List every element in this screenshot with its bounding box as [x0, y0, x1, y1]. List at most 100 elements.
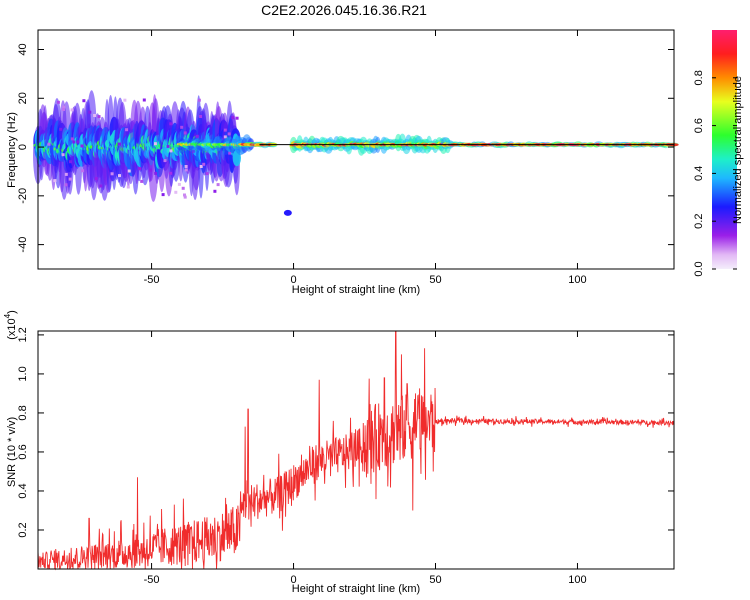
x-tick-label: 50 [429, 574, 441, 586]
heatmap-cell [205, 172, 209, 176]
colorbar: 0.0 0.2 0.4 0.6 0.8 Normalized spectral ampl… [693, 30, 744, 277]
heatmap-cell [88, 110, 92, 114]
heatmap-cell [197, 98, 201, 102]
heatmap-cell [235, 116, 239, 120]
heatmap-cell [184, 168, 188, 172]
snr-ylabel: SNR (10 * v/v) [6, 417, 18, 487]
heatmap-cell [154, 171, 158, 175]
colorbar-tick-label: 0.0 [693, 261, 705, 276]
spectrogram-frame [37, 29, 675, 270]
heatmap-cell [62, 105, 66, 109]
snr-ticks: -50 0 50 100 0.2 0.4 0.6 0.8 1.0 1.2 [17, 327, 674, 586]
y-tick-label: 0.4 [17, 483, 29, 498]
heatmap-cell [70, 108, 74, 112]
heatmap-cell [213, 189, 217, 193]
spectrogram-xlabel: Height of straight line (km) [292, 284, 420, 296]
heatmap-cell [97, 115, 101, 119]
snr-frame [37, 330, 675, 570]
heatmap-cell [138, 167, 142, 171]
heatmap-cell [72, 140, 76, 144]
figure-title: C2E2.2026.045.16.36.R21 [261, 2, 427, 18]
heatmap-cell [69, 160, 72, 164]
colorbar-tick-label: 0.6 [693, 118, 705, 133]
y-tick-label: 40 [17, 43, 29, 55]
heatmap-cell [283, 209, 292, 216]
heatmap-cell [181, 186, 185, 190]
y-tick-label: 0.2 [17, 522, 29, 537]
y-tick-label: -20 [17, 188, 29, 204]
heatmap-cell [216, 183, 220, 187]
heatmap-cell [56, 100, 60, 104]
heatmap-cell [169, 171, 173, 175]
x-tick-label: 100 [568, 274, 586, 286]
heatmap-cell [61, 153, 65, 157]
heatmap-cell [177, 182, 181, 186]
colorbar-gradient [712, 30, 737, 269]
heatmap-cell [223, 128, 227, 132]
heatmap-cell [169, 149, 173, 153]
heatmap-cell [183, 195, 187, 199]
heatmap-cell [140, 179, 144, 183]
heatmap-cell [64, 172, 68, 176]
heatmap-cell [82, 99, 86, 103]
heatmap-cell [64, 183, 68, 187]
heatmap-cell [199, 165, 203, 168]
spectrogram-ylabel: Frequency (Hz) [6, 112, 18, 188]
heatmap-cell [153, 142, 157, 146]
heatmap-cell [184, 165, 188, 168]
heatmap-cell [142, 98, 146, 102]
heatmap-cell [70, 137, 74, 141]
heatmap-cell [127, 169, 131, 173]
heatmap-cell [180, 125, 184, 129]
heatmap-cell [195, 134, 199, 138]
colorbar-tick-label: 0.4 [693, 166, 705, 181]
spectrogram-panel: -50 0 50 100 -40 -20 0 20 40 Height of straight … [6, 29, 679, 296]
colorbar-label: Normalized spectral amplitude [732, 76, 744, 224]
heatmap-cell [125, 128, 129, 132]
y-tick-label: 1.2 [17, 327, 29, 342]
heatmap-feature [175, 134, 256, 156]
heatmap-cell [126, 185, 130, 189]
y-tick-label: 20 [17, 92, 29, 104]
heatmap-cell [99, 184, 103, 188]
spectrogram-ticks: -50 0 50 100 -40 -20 0 20 40 [17, 30, 674, 286]
heatmap-cell [228, 151, 232, 155]
heatmap-cell [163, 159, 167, 163]
heatmap-cell [231, 116, 235, 120]
heatmap-cell [183, 193, 186, 197]
heatmap-cell [166, 144, 170, 148]
heatmap-cell [227, 132, 231, 136]
heatmap-feature [283, 209, 292, 216]
x-tick-label: -50 [144, 574, 160, 586]
heatmap-cell [110, 172, 114, 176]
x-tick-label: 0 [290, 574, 296, 586]
heatmap-cell [199, 115, 203, 118]
heatmap-cell [47, 142, 51, 146]
snr-multiplier: (x104) [3, 310, 18, 340]
heatmap-cell [59, 127, 63, 131]
heatmap-cell [223, 135, 227, 139]
heatmap-cell [174, 190, 178, 194]
heatmap-marks [33, 90, 679, 216]
snr-marks [37, 330, 675, 571]
svg-text:(x104): (x104) [3, 310, 18, 340]
x-tick-label: 0 [290, 274, 296, 286]
y-tick-label: 0 [17, 144, 29, 150]
heatmap-cell [93, 114, 97, 117]
x-tick-label: -50 [144, 274, 160, 286]
heatmap-cell [76, 140, 80, 144]
y-tick-label: 0.6 [17, 444, 29, 459]
heatmap-cell [80, 144, 84, 148]
y-tick-label: -40 [17, 237, 29, 253]
heatmap-cell [68, 177, 72, 181]
y-tick-label: 0.8 [17, 405, 29, 420]
heatmap-cell [62, 108, 65, 111]
colorbar-tick-label: 0.2 [693, 214, 705, 229]
heatmap-cell [118, 174, 121, 178]
heatmap-cell [94, 177, 98, 181]
snr-multiplier-base: (x10 [6, 318, 18, 339]
heatmap-cell [183, 131, 187, 135]
heatmap-cell [161, 193, 165, 197]
colorbar-tick-label: 0.8 [693, 70, 705, 85]
